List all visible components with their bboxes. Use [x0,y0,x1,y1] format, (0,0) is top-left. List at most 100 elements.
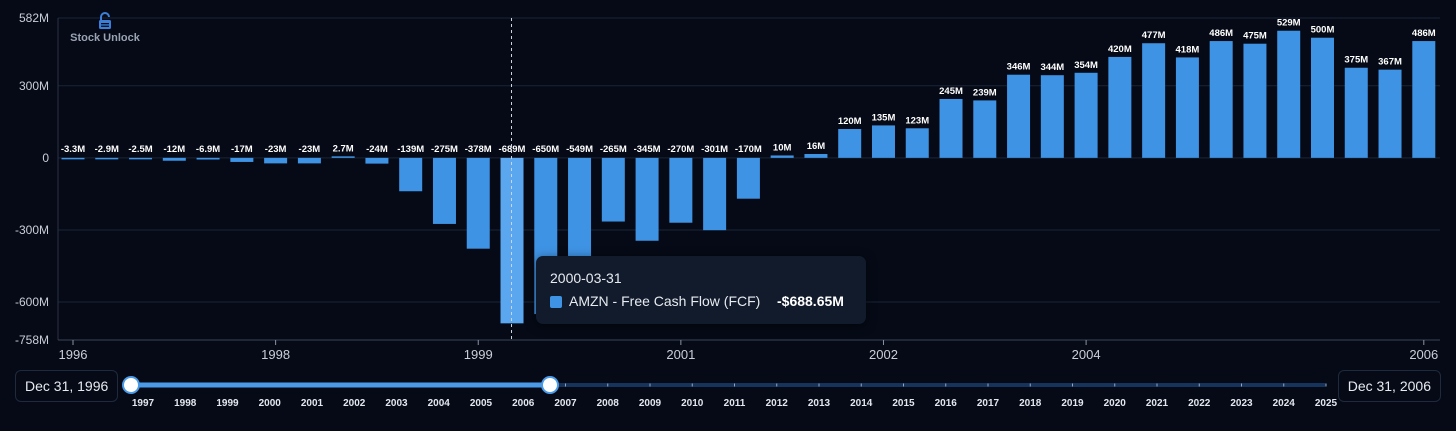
bar-value-label: -270M [667,144,694,155]
bar-value-label: 123M [905,115,929,126]
slider-year-label: 2007 [554,398,577,409]
bar[interactable] [466,157,490,249]
bar-value-label: -689M [499,144,526,155]
x-tick-label: 1999 [464,347,493,362]
slider-selected-range[interactable] [131,382,550,388]
bar[interactable] [1277,30,1301,158]
bar-value-label: -265M [600,144,627,155]
y-tick-label: 582M [19,11,49,25]
bar[interactable] [669,157,693,223]
slider-end-handle[interactable] [541,376,559,394]
bar[interactable] [1142,43,1166,158]
slider-start-handle[interactable] [122,376,140,394]
bar-value-label: 245M [939,86,963,97]
bar[interactable] [905,128,929,158]
bar[interactable] [297,157,321,164]
bar-value-label: -378M [465,144,492,155]
bar[interactable] [1108,56,1132,158]
bar-value-label: -3.3M [61,144,85,155]
slider-year-label: 2022 [1188,398,1211,409]
bar-value-label: 418M [1176,44,1200,55]
bar[interactable] [196,157,220,160]
bar-value-label: -2.5M [128,144,152,155]
bar[interactable] [399,157,423,192]
bar[interactable] [1007,74,1031,158]
x-axis: 1996 1998 1999 2001 2002 2004 2006 [59,340,1438,362]
bar[interactable] [1243,43,1267,158]
slider-year-label: 2006 [512,398,535,409]
bar[interactable] [162,157,186,161]
y-tick-label: 0 [42,151,49,165]
bar[interactable] [736,157,760,199]
slider-year-label: 1999 [216,398,239,409]
bar[interactable] [1074,72,1098,158]
bars [61,30,1436,324]
slider-year-label: 2025 [1315,398,1338,409]
x-tick-label: 2006 [1409,347,1438,362]
brand-name: Stock Unlock [70,32,140,44]
slider-year-label: 1997 [132,398,155,409]
bar[interactable] [770,155,794,158]
y-tick-label: -300M [15,223,49,237]
lock-icon [99,12,111,29]
bar[interactable] [838,129,862,158]
bar-value-label: 475M [1243,31,1267,42]
bar[interactable] [1040,75,1064,158]
bar-value-label: 354M [1074,60,1098,71]
slider-year-label: 2014 [850,398,873,409]
x-tick-label: 1996 [59,347,88,362]
bar-value-label: 120M [838,116,862,127]
tooltip-series-label: AMZN - Free Cash Flow (FCF) [569,293,761,309]
bar-value-label: 10M [773,142,792,153]
slider-year-label: 1998 [174,398,197,409]
slider-year-label: 2017 [977,398,1000,409]
bar-value-label: -345M [634,144,661,155]
slider-year-label: 2009 [639,398,662,409]
bar[interactable] [129,157,153,160]
bar[interactable] [95,157,119,160]
bar-value-label: 2.7M [333,143,354,154]
bar[interactable] [703,157,727,231]
y-axis: 582M 300M 0 -300M -600M -758M [15,11,1440,347]
bar[interactable] [804,154,828,158]
bar-value-label: -23M [299,144,321,155]
bar[interactable] [973,100,997,158]
bar[interactable] [1412,41,1436,158]
bar[interactable] [230,157,254,162]
bar-value-label: -12M [163,144,185,155]
bar[interactable] [601,157,625,222]
y-tick-label: 300M [19,79,49,93]
bar[interactable] [1344,67,1368,158]
bar-value-label: 477M [1142,30,1166,41]
slider-year-label: 2018 [1019,398,1042,409]
bar[interactable] [1378,69,1402,158]
range-end-date[interactable]: Dec 31, 2006 [1337,370,1441,402]
slider-year-label: 2015 [892,398,915,409]
range-start-date[interactable]: Dec 31, 1996 [15,370,119,402]
bar[interactable] [61,157,85,160]
bar[interactable] [432,157,456,224]
bar[interactable] [1209,41,1233,158]
slider-year-label: 2004 [428,398,451,409]
bar[interactable] [365,157,389,164]
bar-labels: -3.3M -2.9M -2.5M -12M -6.9M -17M -23M -23M 2.7M… [61,18,1436,155]
bar-value-label: 486M [1412,28,1436,39]
x-tick-label: 2004 [1072,347,1101,362]
slider-year-label: 2012 [766,398,789,409]
tooltip-series-swatch [550,296,562,308]
bar-value-label: 529M [1277,18,1301,29]
bar[interactable] [871,125,895,158]
bar-value-label: 375M [1344,55,1368,66]
bar[interactable] [264,157,288,164]
bar[interactable] [635,157,659,241]
range-slider[interactable]: 1997 1998 1999 2000 2001 2002 2003 2004 2005 2006… [122,376,1338,409]
bar-value-label: 346M [1007,62,1031,73]
bar[interactable] [1310,37,1334,158]
slider-year-label: 2008 [597,398,620,409]
bar-value-label: -275M [431,144,458,155]
bar-value-label: 16M [807,141,826,152]
bar[interactable] [939,98,963,158]
bar[interactable] [1175,57,1199,158]
bar[interactable] [331,156,355,158]
